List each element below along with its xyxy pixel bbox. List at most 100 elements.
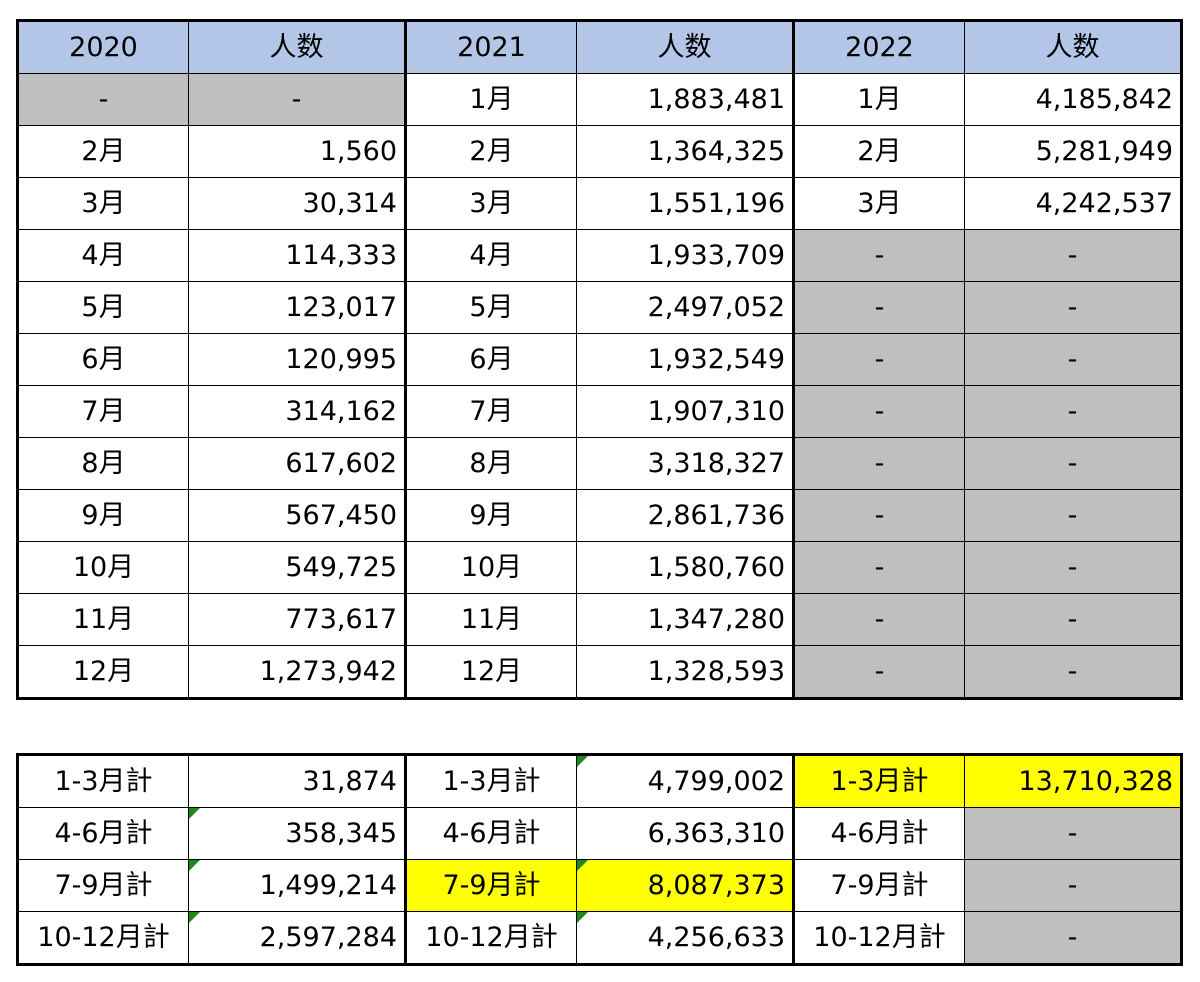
count-cell-2021[interactable]: 6,363,310 [576,807,794,860]
count-cell-2021[interactable]: 4,256,633 [576,911,794,965]
period-cell-2021[interactable]: 11月 [404,593,577,646]
period-cell-2020[interactable]: 7-9月計 [17,859,189,912]
period-cell-2020[interactable]: 10-12月計 [17,911,189,965]
period-cell-2020[interactable]: 7月 [17,385,189,438]
count-cell-2021[interactable]: 1,933,709 [576,229,794,282]
period-cell-2022[interactable]: - [792,385,965,438]
count-cell-2021[interactable]: 3,318,327 [576,437,794,490]
count-cell-2022[interactable]: - [964,489,1182,542]
count-cell-2020[interactable]: 114,333 [188,229,406,282]
header-count-2021[interactable]: 人数 [576,20,794,74]
count-cell-2022[interactable]: - [964,859,1182,912]
header-year-2022[interactable]: 2022 [792,20,965,74]
count-cell-2021[interactable]: 1,364,325 [576,125,794,178]
count-cell-2020[interactable]: 773,617 [188,593,406,646]
count-cell-2022[interactable]: - [964,911,1182,965]
period-cell-2021[interactable]: 4-6月計 [404,807,577,860]
period-cell-2020[interactable]: 6月 [17,333,189,386]
period-cell-2022[interactable]: - [792,645,965,699]
period-cell-2020[interactable]: 3月 [17,177,189,230]
period-cell-2020[interactable]: 4月 [17,229,189,282]
count-cell-2021[interactable]: 1,883,481 [576,73,794,126]
period-cell-2020[interactable]: - [17,73,189,126]
period-cell-2022[interactable]: 3月 [792,177,965,230]
period-cell-2021[interactable]: 2月 [404,125,577,178]
count-cell-2022[interactable]: - [964,593,1182,646]
count-cell-2022[interactable]: - [964,645,1182,699]
period-cell-2022[interactable]: - [792,229,965,282]
count-cell-2022[interactable]: - [964,385,1182,438]
period-cell-2021[interactable]: 9月 [404,489,577,542]
period-cell-2020[interactable]: 4-6月計 [17,807,189,860]
period-cell-2022[interactable]: - [792,489,965,542]
count-cell-2022[interactable]: 5,281,949 [964,125,1182,178]
count-cell-2022[interactable]: 13,710,328 [964,754,1182,808]
header-year-2021[interactable]: 2021 [404,20,577,74]
period-cell-2021[interactable]: 8月 [404,437,577,490]
period-cell-2022[interactable]: 1-3月計 [792,754,965,808]
period-cell-2020[interactable]: 11月 [17,593,189,646]
count-cell-2022[interactable]: 4,185,842 [964,73,1182,126]
period-cell-2022[interactable]: 1月 [792,73,965,126]
header-count-2020[interactable]: 人数 [188,20,406,74]
count-cell-2022[interactable]: - [964,437,1182,490]
count-cell-2022[interactable]: - [964,229,1182,282]
period-cell-2021[interactable]: 7-9月計 [404,859,577,912]
count-cell-2021[interactable]: 1,347,280 [576,593,794,646]
period-cell-2022[interactable]: - [792,593,965,646]
period-cell-2022[interactable]: - [792,281,965,334]
count-cell-2022[interactable]: - [964,281,1182,334]
count-cell-2020[interactable]: 2,597,284 [188,911,406,965]
count-cell-2020[interactable]: 358,345 [188,807,406,860]
count-cell-2021[interactable]: 2,497,052 [576,281,794,334]
count-cell-2021[interactable]: 8,087,373 [576,859,794,912]
period-cell-2021[interactable]: 10-12月計 [404,911,577,965]
count-cell-2020[interactable]: 314,162 [188,385,406,438]
count-cell-2020[interactable]: - [188,73,406,126]
period-cell-2020[interactable]: 9月 [17,489,189,542]
count-cell-2020[interactable]: 1,499,214 [188,859,406,912]
period-cell-2020[interactable]: 2月 [17,125,189,178]
count-cell-2020[interactable]: 617,602 [188,437,406,490]
period-cell-2021[interactable]: 12月 [404,645,577,699]
period-cell-2022[interactable]: - [792,437,965,490]
count-cell-2020[interactable]: 120,995 [188,333,406,386]
count-cell-2021[interactable]: 1,907,310 [576,385,794,438]
period-cell-2021[interactable]: 3月 [404,177,577,230]
period-cell-2022[interactable]: 7-9月計 [792,859,965,912]
period-cell-2021[interactable]: 1-3月計 [404,754,577,808]
period-cell-2022[interactable]: - [792,333,965,386]
period-cell-2022[interactable]: 10-12月計 [792,911,965,965]
count-cell-2021[interactable]: 1,580,760 [576,541,794,594]
count-cell-2020[interactable]: 123,017 [188,281,406,334]
count-cell-2020[interactable]: 1,560 [188,125,406,178]
period-cell-2021[interactable]: 6月 [404,333,577,386]
header-year-2020[interactable]: 2020 [17,20,189,74]
period-cell-2022[interactable]: 4-6月計 [792,807,965,860]
count-cell-2021[interactable]: 2,861,736 [576,489,794,542]
period-cell-2021[interactable]: 5月 [404,281,577,334]
period-cell-2022[interactable]: 2月 [792,125,965,178]
count-cell-2021[interactable]: 1,328,593 [576,645,794,699]
count-cell-2022[interactable]: - [964,807,1182,860]
count-cell-2020[interactable]: 567,450 [188,489,406,542]
period-cell-2022[interactable]: - [792,541,965,594]
count-cell-2021[interactable]: 1,551,196 [576,177,794,230]
count-cell-2020[interactable]: 1,273,942 [188,645,406,699]
period-cell-2021[interactable]: 10月 [404,541,577,594]
period-cell-2021[interactable]: 4月 [404,229,577,282]
count-cell-2020[interactable]: 31,874 [188,754,406,808]
period-cell-2020[interactable]: 5月 [17,281,189,334]
period-cell-2020[interactable]: 1-3月計 [17,754,189,808]
count-cell-2022[interactable]: 4,242,537 [964,177,1182,230]
count-cell-2021[interactable]: 1,932,549 [576,333,794,386]
period-cell-2021[interactable]: 7月 [404,385,577,438]
count-cell-2022[interactable]: - [964,333,1182,386]
period-cell-2021[interactable]: 1月 [404,73,577,126]
period-cell-2020[interactable]: 8月 [17,437,189,490]
header-count-2022[interactable]: 人数 [964,20,1182,74]
count-cell-2022[interactable]: - [964,541,1182,594]
count-cell-2020[interactable]: 30,314 [188,177,406,230]
period-cell-2020[interactable]: 10月 [17,541,189,594]
period-cell-2020[interactable]: 12月 [17,645,189,699]
